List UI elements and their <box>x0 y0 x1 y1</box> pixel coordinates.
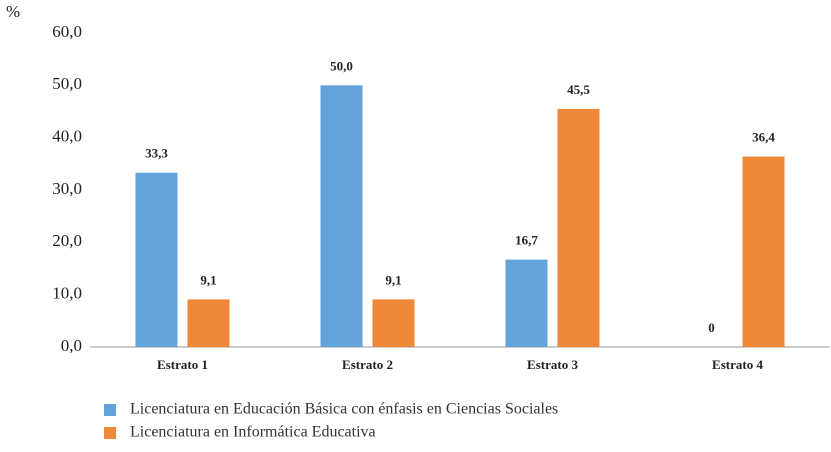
y-tick-label: 40,0 <box>52 127 82 146</box>
y-tick-label: 60,0 <box>52 22 82 41</box>
data-label: 9,1 <box>385 272 401 287</box>
legend-label: Licenciatura en Educación Básica con énf… <box>130 401 558 418</box>
data-label: 0 <box>708 320 715 335</box>
bar <box>187 299 230 347</box>
bar <box>135 172 178 347</box>
bar <box>320 85 363 347</box>
x-tick-label: Estrato 1 <box>157 357 208 372</box>
x-tick-label: Estrato 2 <box>342 357 393 372</box>
data-label: 33,3 <box>145 146 168 161</box>
bar <box>505 259 548 347</box>
y-tick-label: 30,0 <box>52 179 82 198</box>
data-label: 16,7 <box>515 233 538 248</box>
bar <box>557 108 600 347</box>
y-tick-label: 10,0 <box>52 284 82 303</box>
data-label: 36,4 <box>752 129 775 144</box>
legend-label: Licenciatura en Informática Educativa <box>130 424 376 441</box>
legend-swatch <box>104 427 116 439</box>
data-label: 50,0 <box>330 58 353 73</box>
bar <box>742 156 785 347</box>
x-tick-label: Estrato 4 <box>712 357 763 372</box>
bar <box>372 299 415 347</box>
y-tick-label: 50,0 <box>52 74 82 93</box>
y-axis-label: % <box>6 2 20 21</box>
x-tick-label: Estrato 3 <box>527 357 578 372</box>
data-label: 9,1 <box>200 272 216 287</box>
y-tick-label: 20,0 <box>52 231 82 250</box>
data-label: 45,5 <box>567 82 590 97</box>
y-tick-label: 0,0 <box>61 336 82 355</box>
legend-swatch <box>104 404 116 416</box>
